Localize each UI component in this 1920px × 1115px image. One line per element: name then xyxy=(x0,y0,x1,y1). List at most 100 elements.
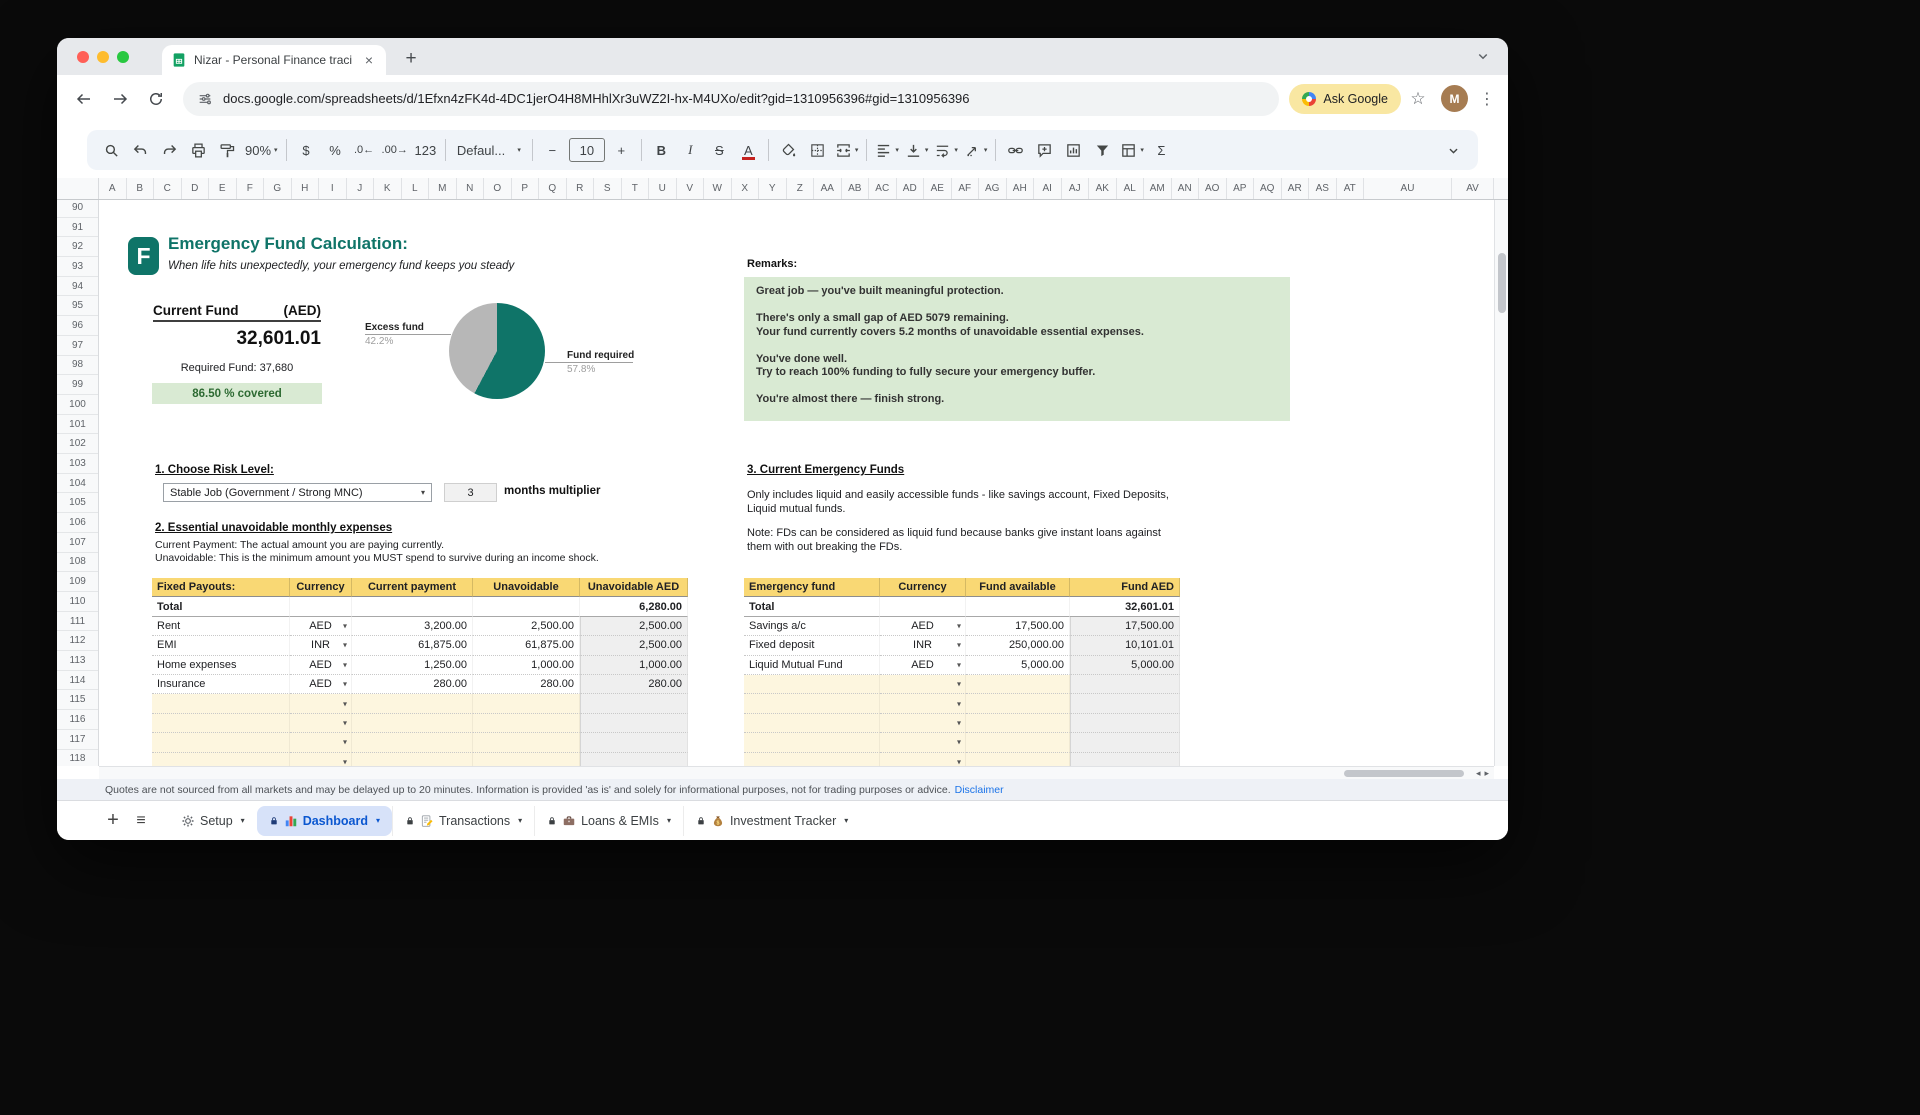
table-empty-cell[interactable] xyxy=(473,753,580,766)
table-empty-cell[interactable] xyxy=(1070,733,1180,752)
dropdown-caret-icon[interactable]: ▾ xyxy=(957,738,961,747)
toolbar-insert-comment-button[interactable] xyxy=(1030,136,1059,164)
table-data-cell[interactable]: 280.00 xyxy=(473,675,580,694)
table-empty-cell[interactable]: ▾ xyxy=(290,714,352,733)
row-header-111[interactable]: 111 xyxy=(57,612,98,632)
table-data-cell[interactable]: 2,500.00 xyxy=(580,636,688,655)
column-header-AV[interactable]: AV xyxy=(1452,178,1494,199)
column-header-H[interactable]: H xyxy=(292,178,320,199)
table-empty-cell[interactable] xyxy=(352,753,473,766)
ask-google-button[interactable]: Ask Google xyxy=(1289,84,1401,114)
coverage-badge[interactable]: 86.50 % covered xyxy=(152,383,322,404)
table-total-cell[interactable]: 6,280.00 xyxy=(580,597,688,616)
column-header-M[interactable]: M xyxy=(429,178,457,199)
sheet-tab-menu-caret-icon[interactable]: ▾ xyxy=(518,816,522,825)
table-data-cell[interactable]: 61,875.00 xyxy=(473,636,580,655)
column-header-V[interactable]: V xyxy=(677,178,705,199)
toolbar-more-formats-button[interactable]: 123 xyxy=(411,136,440,164)
select-all-corner[interactable] xyxy=(57,178,99,199)
table-header-cell[interactable]: Current payment xyxy=(352,578,473,597)
column-header-AL[interactable]: AL xyxy=(1117,178,1145,199)
column-header-AA[interactable]: AA xyxy=(814,178,842,199)
table-empty-cell[interactable] xyxy=(152,694,290,713)
toolbar-horizontal-align-button[interactable]: ▾ xyxy=(872,136,902,164)
table-data-cell[interactable]: AED▾ xyxy=(880,656,966,675)
risk-level-dropdown[interactable]: Stable Job (Government / Strong MNC) ▾ xyxy=(163,483,432,502)
table-total-cell[interactable]: Total xyxy=(152,597,290,616)
column-header-W[interactable]: W xyxy=(704,178,732,199)
back-button[interactable] xyxy=(67,82,101,116)
current-fund-header[interactable]: Current Fund (AED) xyxy=(153,300,321,322)
toolbar-create-filter-button[interactable] xyxy=(1088,136,1117,164)
column-header-AN[interactable]: AN xyxy=(1172,178,1200,199)
table-empty-cell[interactable] xyxy=(966,733,1070,752)
current-fund-value[interactable]: 32,601.01 xyxy=(153,328,321,350)
column-header-AI[interactable]: AI xyxy=(1034,178,1062,199)
table-empty-cell[interactable] xyxy=(580,714,688,733)
row-header-114[interactable]: 114 xyxy=(57,671,98,691)
table-data-cell[interactable]: 3,200.00 xyxy=(352,617,473,636)
browser-menu-icon[interactable]: ⋮ xyxy=(1476,89,1498,109)
toolbar-font-family-button[interactable]: Defaul...▾ xyxy=(451,136,527,164)
column-header-D[interactable]: D xyxy=(182,178,210,199)
table-empty-cell[interactable] xyxy=(352,694,473,713)
row-header-90[interactable]: 90 xyxy=(57,200,98,218)
column-header-G[interactable]: G xyxy=(264,178,292,199)
table-data-cell[interactable]: Fixed deposit xyxy=(744,636,880,655)
table-empty-cell[interactable]: ▾ xyxy=(290,753,352,766)
horizontal-scrollbar-thumb[interactable] xyxy=(1344,770,1464,777)
row-header-112[interactable]: 112 xyxy=(57,631,98,651)
months-multiplier-cell[interactable]: 3 xyxy=(444,483,497,502)
row-header-99[interactable]: 99 xyxy=(57,375,98,395)
column-header-AH[interactable]: AH xyxy=(1007,178,1035,199)
table-header-cell[interactable]: Fund available xyxy=(966,578,1070,597)
table-data-cell[interactable]: 2,500.00 xyxy=(580,617,688,636)
table-empty-cell[interactable] xyxy=(580,694,688,713)
toolbar-text-rotation-button[interactable]: ▾ xyxy=(961,136,991,164)
column-header-O[interactable]: O xyxy=(484,178,512,199)
dropdown-caret-icon[interactable]: ▾ xyxy=(343,680,347,689)
address-bar[interactable]: docs.google.com/spreadsheets/d/1Efxn4zFK… xyxy=(183,82,1279,116)
column-header-C[interactable]: C xyxy=(154,178,182,199)
toolbar-text-color-button[interactable]: A xyxy=(734,136,763,164)
table-empty-cell[interactable] xyxy=(966,714,1070,733)
row-header-105[interactable]: 105 xyxy=(57,494,98,514)
toolbar-insert-chart-button[interactable] xyxy=(1059,136,1088,164)
toolbar-font-size-button[interactable]: 10 xyxy=(569,138,605,162)
table-total-cell[interactable] xyxy=(966,597,1070,616)
row-header-96[interactable]: 96 xyxy=(57,316,98,336)
table-data-cell[interactable]: AED▾ xyxy=(880,617,966,636)
table-data-cell[interactable]: 1,000.00 xyxy=(473,656,580,675)
row-header-115[interactable]: 115 xyxy=(57,691,98,711)
table-empty-cell[interactable] xyxy=(1070,714,1180,733)
table-total-cell[interactable]: Total xyxy=(744,597,880,616)
column-header-AG[interactable]: AG xyxy=(979,178,1007,199)
profile-avatar[interactable]: M xyxy=(1441,85,1468,112)
table-empty-cell[interactable] xyxy=(1070,753,1180,766)
table-empty-cell[interactable]: ▾ xyxy=(290,694,352,713)
toolbar-italic-button[interactable]: I xyxy=(676,136,705,164)
column-header-X[interactable]: X xyxy=(732,178,760,199)
sheet-tab-investment-tracker[interactable]: $Investment Tracker▾ xyxy=(683,806,860,836)
row-header-118[interactable]: 118 xyxy=(57,750,98,766)
column-header-Q[interactable]: Q xyxy=(539,178,567,199)
sheet-tab-menu-caret-icon[interactable]: ▾ xyxy=(667,816,671,825)
toolbar-increase-font-size-button[interactable]: + xyxy=(607,136,636,164)
dropdown-caret-icon[interactable]: ▾ xyxy=(957,718,961,727)
sheet-tab-transactions[interactable]: Transactions▾ xyxy=(392,806,534,836)
dropdown-caret-icon[interactable]: ▾ xyxy=(343,738,347,747)
toolbar-borders-button[interactable] xyxy=(803,136,832,164)
toolbar-undo-button[interactable] xyxy=(126,136,155,164)
toolbar-search-button[interactable] xyxy=(97,136,126,164)
table-empty-cell[interactable] xyxy=(1070,675,1180,694)
new-tab-button[interactable]: + xyxy=(397,45,425,73)
toolbar-decrease-font-size-button[interactable]: − xyxy=(538,136,567,164)
toolbar-print-button[interactable] xyxy=(184,136,213,164)
all-sheets-menu-button[interactable]: ≡ xyxy=(127,812,155,830)
forward-button[interactable] xyxy=(103,82,137,116)
table-empty-cell[interactable] xyxy=(352,733,473,752)
dropdown-caret-icon[interactable]: ▾ xyxy=(343,641,347,650)
dropdown-caret-icon[interactable]: ▾ xyxy=(343,757,347,766)
table-data-cell[interactable]: 280.00 xyxy=(580,675,688,694)
sheet-tab-menu-caret-icon[interactable]: ▾ xyxy=(376,816,380,825)
